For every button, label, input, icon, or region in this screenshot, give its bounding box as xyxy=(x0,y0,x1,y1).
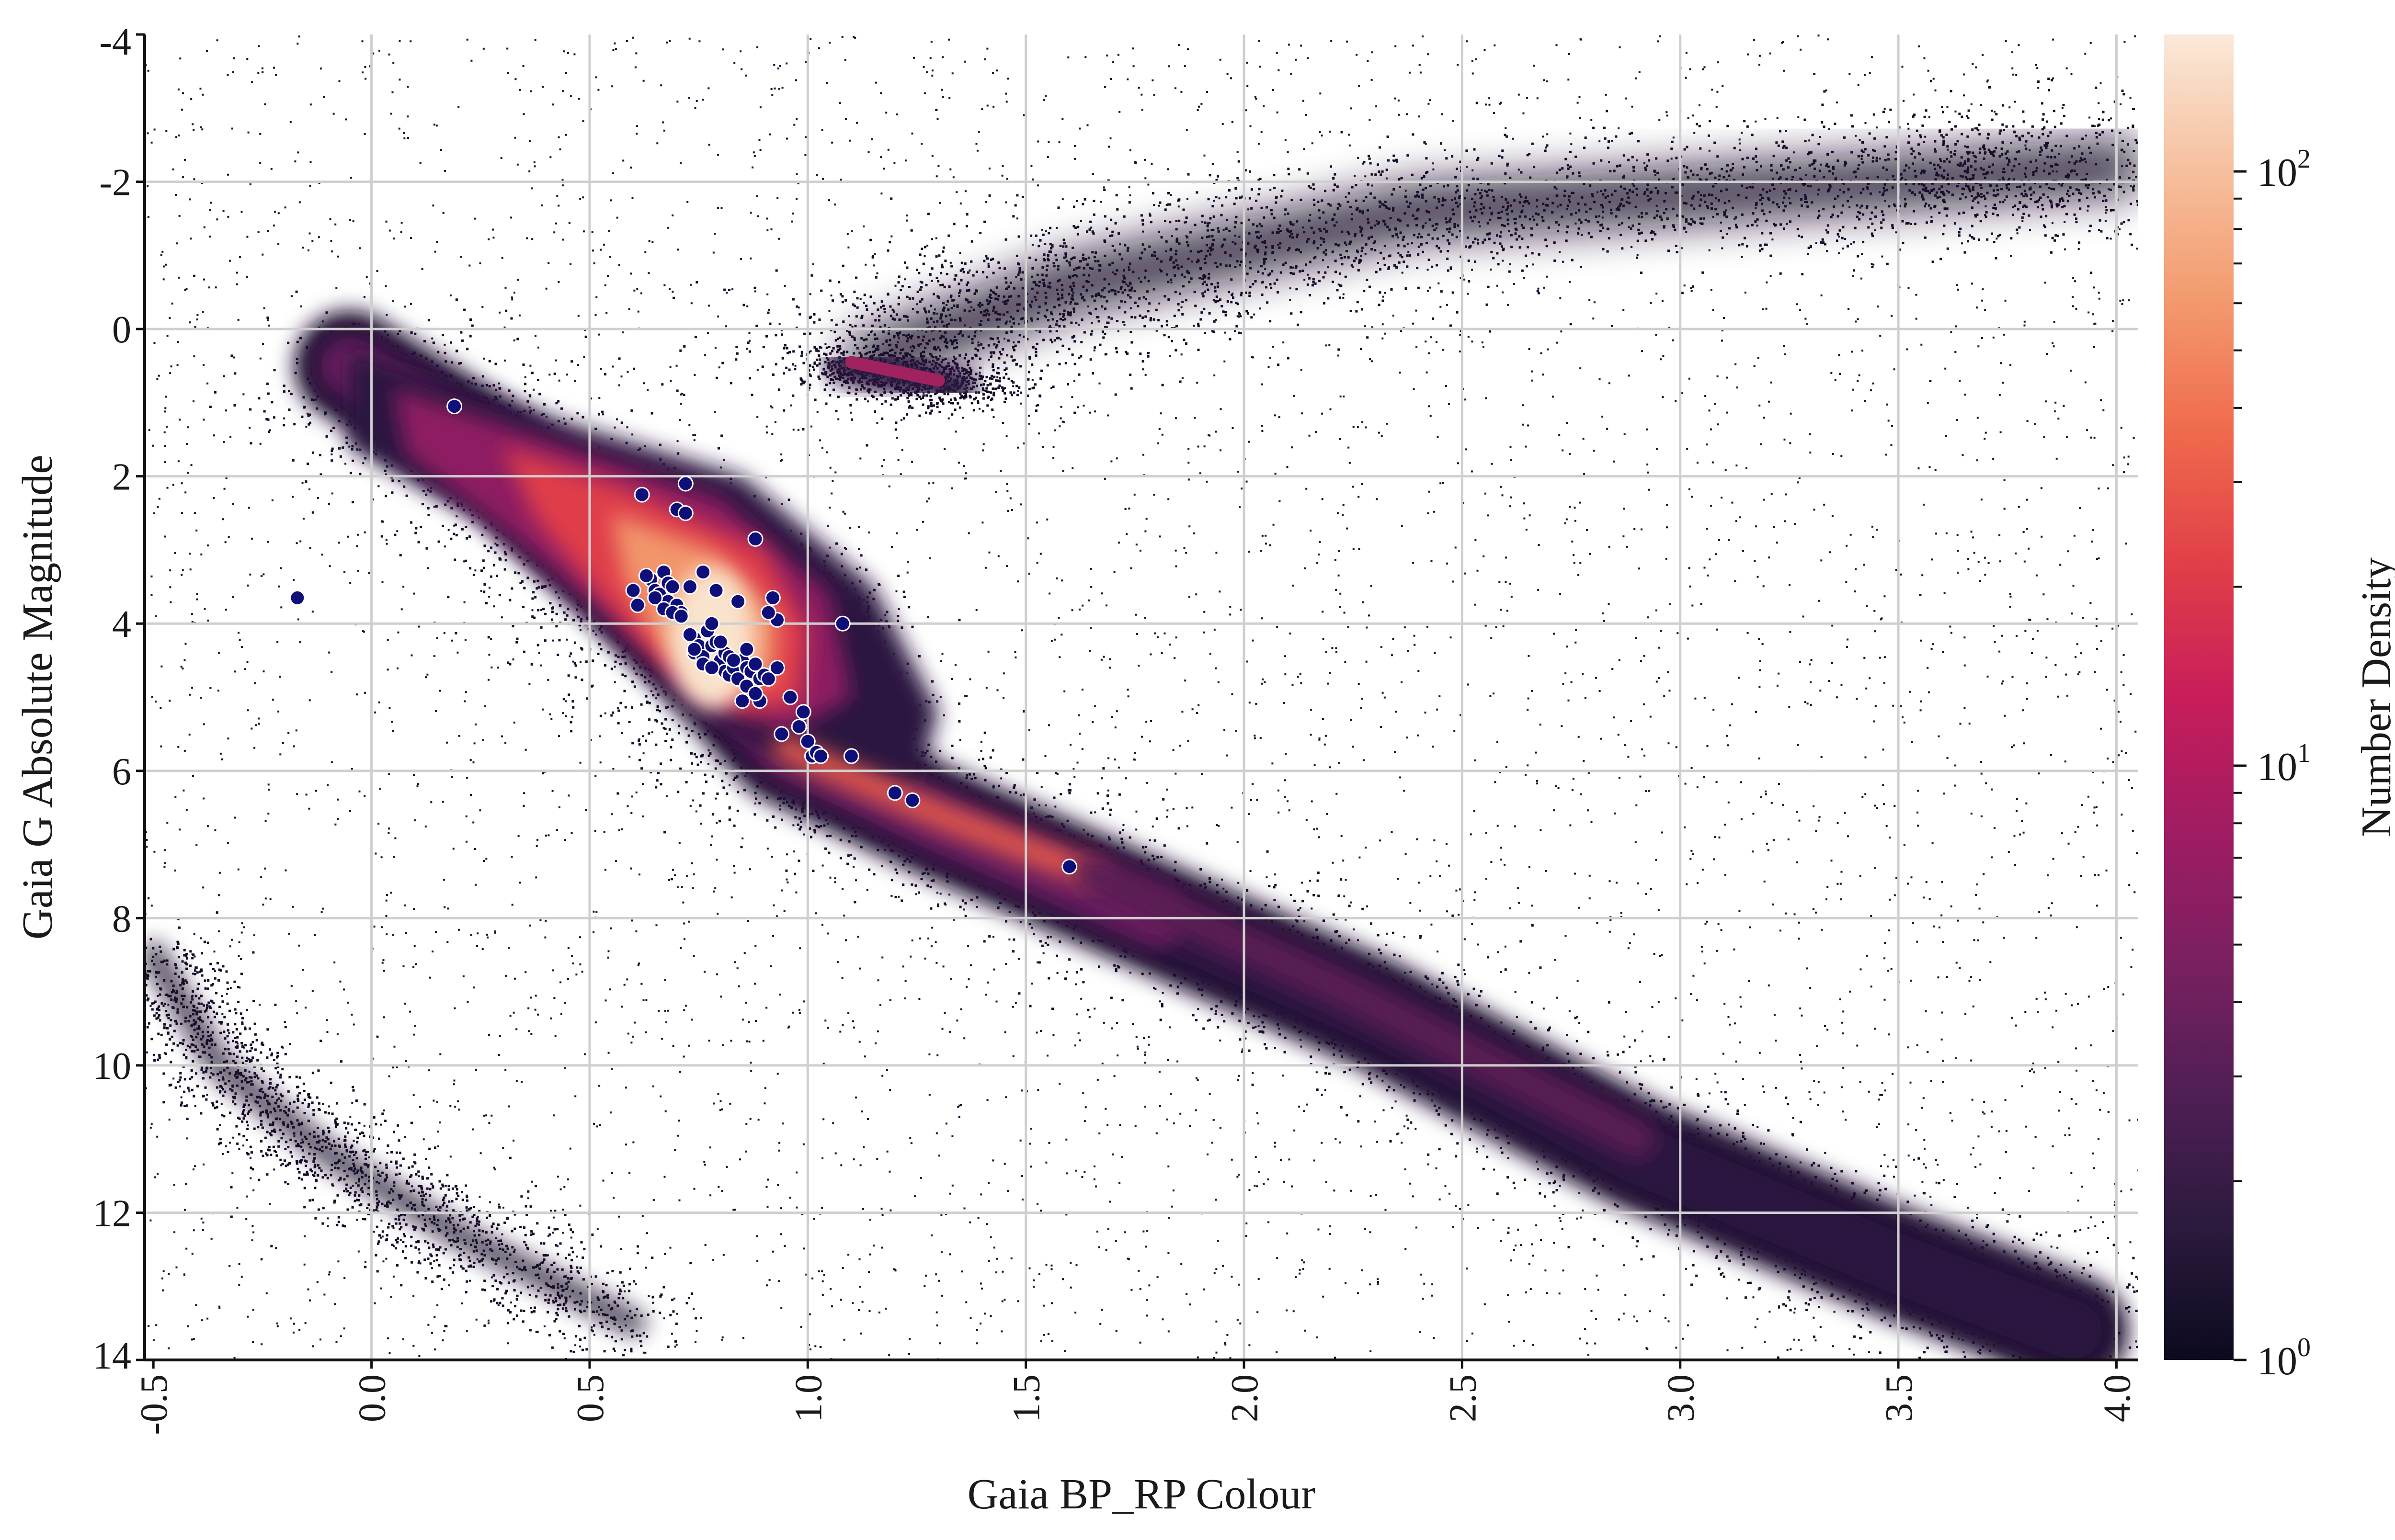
data-point xyxy=(813,748,829,764)
y-tick-label: 6 xyxy=(112,751,131,793)
data-point xyxy=(739,641,755,657)
data-point xyxy=(747,656,764,672)
x-tick-label: 1.0 xyxy=(787,1374,830,1422)
data-point xyxy=(664,578,681,595)
giant-branch-band xyxy=(844,138,2138,387)
data-point xyxy=(704,615,720,632)
colorbar-label: Number Density xyxy=(2353,557,2395,837)
data-point xyxy=(769,660,785,676)
x-tick-label: 0.0 xyxy=(352,1374,394,1422)
red-clump-core xyxy=(845,356,945,387)
data-point xyxy=(904,792,921,808)
data-point xyxy=(764,589,781,606)
data-point xyxy=(887,785,903,801)
data-point xyxy=(625,582,641,599)
data-point xyxy=(686,641,702,657)
data-point xyxy=(677,476,694,492)
data-point xyxy=(774,726,790,742)
data-point xyxy=(1061,859,1078,875)
data-point xyxy=(791,719,807,735)
data-point xyxy=(638,567,654,584)
x-axis-title: Gaia BP_RP Colour xyxy=(968,1471,1316,1518)
data-point xyxy=(289,589,306,606)
x-tick-labels: -0.5 0.0 0.5 1.0 1.5 2.0 2.5 3.0 3.5 4.0 xyxy=(133,1360,2138,1435)
x-tick-label: 2.0 xyxy=(1224,1374,1266,1422)
colorbar-tick-label: 100 xyxy=(2257,1333,2311,1383)
data-point xyxy=(747,531,764,547)
data-point xyxy=(730,593,746,610)
gridlines xyxy=(145,34,2138,1360)
density-background xyxy=(145,34,2138,1360)
data-point xyxy=(673,608,689,624)
data-point xyxy=(446,398,463,415)
colorbar: 100 101 102 Number Density xyxy=(2164,34,2395,1383)
data-point xyxy=(704,660,720,676)
density-scatter-red-clump xyxy=(772,336,1041,420)
lower-main-sequence-tail xyxy=(1072,855,1656,1158)
y-tick-label: -2 xyxy=(99,162,131,204)
data-point xyxy=(712,634,729,650)
y-tick-label: 14 xyxy=(93,1335,131,1377)
data-point xyxy=(682,626,698,643)
x-tick-label: 3.0 xyxy=(1660,1374,1702,1422)
y-tick-label: 12 xyxy=(93,1192,131,1234)
y-tick-label: 4 xyxy=(112,603,131,645)
data-point xyxy=(747,685,764,702)
y-tick-label: -4 xyxy=(99,21,131,63)
y-tick-label: 8 xyxy=(112,898,131,940)
y-tick-label: 10 xyxy=(93,1045,131,1087)
y-axis-title: Gaia G Absolute Magnitude xyxy=(14,455,61,940)
colorbar-tick-label: 101 xyxy=(2257,738,2311,789)
data-point xyxy=(795,704,811,720)
data-point xyxy=(760,604,776,621)
data-point xyxy=(760,671,776,687)
colorbar-tick-label: 102 xyxy=(2257,144,2311,195)
data-point xyxy=(726,652,741,668)
y-tick-labels: -4 -2 0 2 4 6 8 10 12 14 xyxy=(93,21,145,1377)
y-tick-label: 0 xyxy=(112,309,131,351)
data-point xyxy=(647,589,663,606)
data-point xyxy=(834,615,851,632)
data-point xyxy=(799,733,816,749)
data-point xyxy=(782,689,798,705)
x-tick-label: 0.5 xyxy=(570,1374,612,1422)
x-tick-label: 1.5 xyxy=(1006,1374,1048,1422)
y-tick-label: 2 xyxy=(112,456,131,498)
x-tick-label: 4.0 xyxy=(2096,1374,2138,1422)
data-point xyxy=(695,564,711,580)
x-tick-label: 2.5 xyxy=(1442,1374,1484,1422)
data-point xyxy=(677,505,694,521)
data-point xyxy=(734,693,751,709)
data-point xyxy=(843,748,859,764)
plot-area xyxy=(145,34,2138,1360)
x-tick-label: -0.5 xyxy=(133,1374,175,1435)
white-dwarf-band xyxy=(145,941,647,1336)
selected-stars-series xyxy=(289,398,1078,875)
colorbar-gradient xyxy=(2164,34,2234,1360)
x-tick-label: 3.5 xyxy=(1878,1374,1920,1422)
data-point xyxy=(682,578,698,595)
data-point xyxy=(629,597,646,613)
colorbar-ticks: 100 101 102 xyxy=(2234,144,2311,1383)
data-point xyxy=(634,487,650,503)
data-point xyxy=(708,582,724,599)
